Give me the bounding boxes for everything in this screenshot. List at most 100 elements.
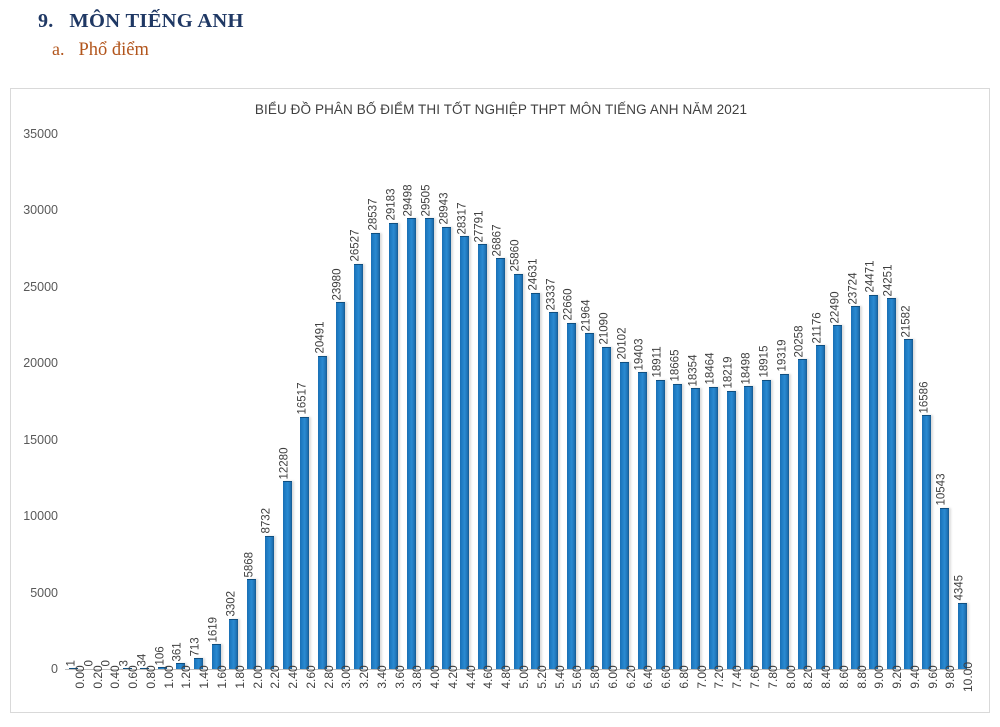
bar[interactable]: 106 [154,646,168,669]
x-axis-slot: 0.20 [83,665,105,727]
bar-slot: 20102 [616,134,634,669]
bar-value-label: 18911 [651,346,664,378]
bar-value-label: 16517 [296,382,309,415]
x-axis-slot: 4.80 [491,665,513,727]
bar[interactable]: 20258 [794,325,807,669]
bar[interactable]: 29498 [403,184,416,669]
bar[interactable]: 5868 [243,552,257,669]
x-axis-slot: 1.20 [172,665,193,727]
bar-value-label: 21582 [900,305,913,338]
bar[interactable]: 18498 [740,352,754,669]
bar[interactable]: 361 [172,642,185,669]
bar[interactable]: 21176 [812,312,825,669]
bar[interactable]: 20102 [616,328,630,669]
bar-slot: 29183 [385,134,403,669]
bar-slot: 22660 [562,134,580,669]
bar[interactable]: 23337 [545,278,559,669]
bar-slot: 16586 [918,134,936,669]
bar[interactable]: 24471 [865,261,878,669]
bar[interactable]: 26527 [350,230,363,669]
bar[interactable]: 25860 [510,240,523,669]
bar-slot: 26867 [491,134,509,669]
bar[interactable]: 28537 [367,199,381,669]
x-axis-slot: 0.60 [118,665,140,727]
bar-value-label: 20258 [793,325,806,358]
bar[interactable]: 19403 [634,338,647,669]
x-axis-slot: 5.00 [509,665,531,727]
y-axis-tick-label: 10000 [23,509,58,524]
subsection-heading: a. Phổ điểm [0,33,1000,61]
bar[interactable]: 20491 [314,322,328,669]
bar[interactable]: 8732 [261,508,274,669]
bar[interactable]: 22490 [829,291,843,669]
x-axis-slot: 6.40 [634,665,655,727]
bar[interactable]: 16517 [296,383,310,669]
bar[interactable]: 21964 [581,299,594,669]
bar[interactable]: 22660 [563,289,576,669]
bar[interactable]: 18665 [669,350,683,669]
bar-value-label: 28317 [456,202,469,235]
bar[interactable]: 18915 [758,346,772,669]
bar[interactable]: 26867 [492,224,505,669]
chart-container: BIỂU ĐỒ PHÂN BỐ ĐIỂM THI TỐT NGHIỆP THPT… [10,88,990,713]
bar-value-label: 19319 [776,339,788,372]
bar-slot: 18911 [651,134,669,669]
bar[interactable]: 24631 [527,259,541,669]
bar[interactable]: 29505 [421,184,434,669]
bar[interactable]: 23724 [847,272,861,669]
bar[interactable]: 18354 [687,354,701,669]
bar-value-label: 27791 [473,210,486,243]
bar-slot: 3 [118,134,136,669]
x-axis-slot: 3.00 [331,665,353,727]
bar[interactable]: 28317 [456,202,470,669]
bar[interactable]: 3 [119,660,132,669]
bar[interactable]: 18219 [723,357,736,669]
x-axis-slot: 1.80 [225,665,247,727]
bar[interactable]: 29183 [385,189,399,669]
bar[interactable]: 19319 [776,340,789,669]
bar-slot: 21964 [580,134,598,669]
bar[interactable]: 21090 [598,313,612,669]
bar-slot: 361 [172,134,190,669]
y-axis-tick-label: 20000 [23,356,58,371]
y-axis-tick-label: 25000 [23,279,58,294]
bar[interactable]: 18464 [705,353,718,669]
bar-value-label: 22490 [829,291,842,324]
bar-value-label: 8732 [260,507,273,534]
bar[interactable]: 21582 [900,305,914,669]
x-axis-slot: 5.60 [562,665,584,727]
bar[interactable]: 3302 [225,591,239,669]
bar-slot: 28537 [367,134,385,669]
x-axis-slot: 3.80 [403,665,424,727]
x-axis-slot: 9.80 [936,665,957,727]
x-axis-slot: 3.60 [385,665,407,727]
bar[interactable]: 23980 [332,268,345,669]
bar[interactable]: 1619 [208,617,221,669]
bar[interactable]: 12280 [279,447,292,669]
bar[interactable]: 27791 [474,210,487,669]
x-axis-slot: 5.20 [527,665,549,727]
bar[interactable]: 18911 [652,347,665,669]
bar-value-label: 18498 [740,352,753,385]
bar-value-label: 20102 [616,327,629,360]
x-axis: 0.00 0.20 0.40 0.60 0.80 1.00 1.20 1.40 1.60 1.80… [65,662,975,727]
bar-value-label: 34 [136,653,149,666]
bar-slot: 18665 [669,134,687,669]
bar-value-label: 106 [154,646,167,666]
bar[interactable]: 4345 [954,575,967,669]
bar-value-label: 26867 [491,224,504,257]
x-axis-tick-label: 10.00 [961,661,976,693]
bar-value-label: 29183 [385,188,398,221]
bar[interactable]: 34 [136,653,150,669]
bar-slot: 26527 [349,134,367,669]
bar[interactable]: 24251 [883,264,896,669]
x-axis-slot: 3.40 [367,665,389,727]
bar-value-label: 16586 [918,381,931,414]
bar[interactable]: 10543 [936,474,949,669]
bar[interactable]: 28943 [438,193,452,669]
bar[interactable]: 16586 [918,382,932,669]
bar[interactable]: 1 [65,660,79,669]
x-axis-slot: 2.80 [314,665,336,727]
y-axis-tick-label: 5000 [30,585,58,600]
bar[interactable]: 713 [190,637,203,669]
